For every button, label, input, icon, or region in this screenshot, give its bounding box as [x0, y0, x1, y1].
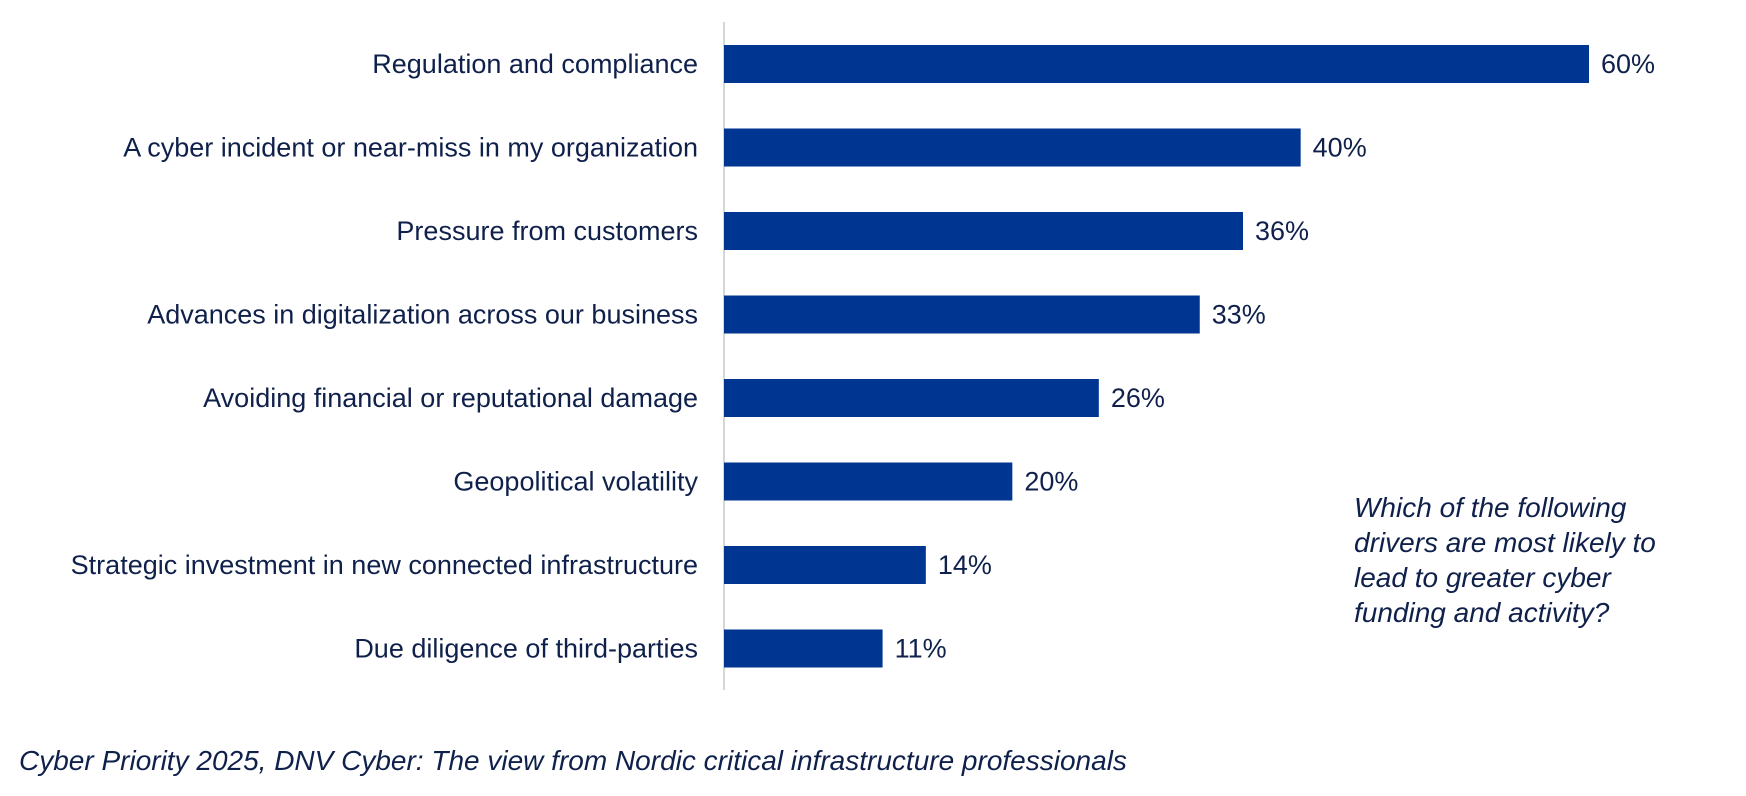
- value-label-2: 40%: [1313, 133, 1367, 163]
- bar-4: [724, 295, 1200, 334]
- bar-8: [724, 629, 883, 668]
- value-label-3: 36%: [1255, 216, 1309, 246]
- bar-6: [724, 462, 1013, 501]
- bar-2: [724, 128, 1301, 167]
- bar-7: [724, 546, 926, 584]
- category-label-8: Due diligence of third-parties: [354, 634, 698, 664]
- value-label-1: 60%: [1601, 49, 1655, 79]
- bar-3: [724, 212, 1243, 250]
- value-label-8: 11%: [895, 634, 947, 664]
- category-label-5: Avoiding financial or reputational damag…: [203, 383, 698, 413]
- bar-1: [724, 45, 1589, 83]
- category-label-1: Regulation and compliance: [372, 49, 698, 79]
- bar-series: Regulation and compliance 60% A cyber inci…: [71, 45, 1655, 668]
- category-label-4: Advances in digitalization across our bu…: [147, 300, 698, 330]
- survey-question: Which of the following drivers are most …: [1354, 492, 1656, 628]
- value-label-7: 14%: [938, 550, 992, 580]
- value-label-6: 20%: [1024, 467, 1078, 497]
- category-label-6: Geopolitical volatility: [453, 467, 698, 497]
- category-label-7: Strategic investment in new connected in…: [71, 550, 698, 580]
- value-label-5: 26%: [1111, 383, 1165, 413]
- value-label-4: 33%: [1212, 300, 1266, 330]
- category-label-3: Pressure from customers: [396, 216, 698, 246]
- bar-5: [724, 379, 1099, 417]
- source-note: Cyber Priority 2025, DNV Cyber: The view…: [19, 745, 1127, 776]
- category-label-2: A cyber incident or near-miss in my orga…: [123, 133, 698, 163]
